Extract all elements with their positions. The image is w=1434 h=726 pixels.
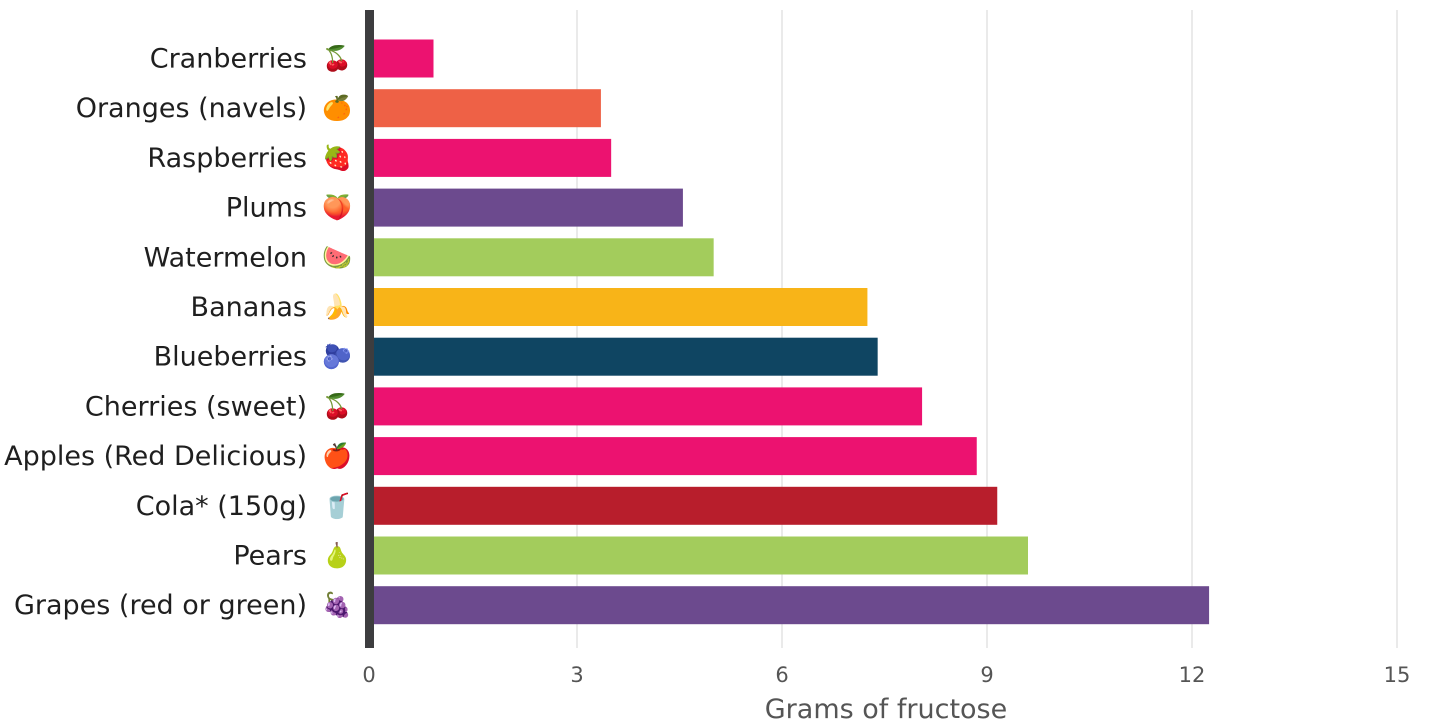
category-icons: 🍒 🍊 🍓 🍑 🍉 🍌 🫐 🍒 🍎 🥤 🍐 🍇 — [322, 45, 353, 620]
x-tick-label: 3 — [570, 663, 583, 687]
bar — [372, 238, 714, 277]
category-label: Cola* (150g) — [136, 491, 307, 522]
bar — [372, 288, 868, 326]
soda-can-icon: 🥤 — [322, 492, 352, 520]
banana-icon: 🍌 — [322, 293, 352, 321]
bar — [372, 586, 1210, 625]
x-tick-label: 6 — [775, 663, 788, 687]
category-label: Cranberries — [150, 44, 307, 75]
bars — [372, 39, 1210, 625]
tick-labels: 0 3 6 9 12 15 — [362, 663, 1410, 687]
bar — [372, 337, 878, 376]
category-label: Raspberries — [147, 143, 307, 174]
y-axis-line — [365, 10, 374, 648]
x-tick-label: 9 — [980, 663, 993, 687]
bar — [372, 486, 998, 525]
bar — [372, 188, 683, 227]
raspberry-icon: 🍓 — [322, 144, 352, 172]
category-label: Cherries (sweet) — [85, 391, 307, 422]
category-label: Apples (Red Delicious) — [4, 441, 307, 472]
category-label: Watermelon — [144, 242, 307, 273]
blueberries-icon: 🫐 — [322, 343, 352, 371]
x-tick-label: 12 — [1179, 663, 1206, 687]
bar — [372, 437, 977, 476]
category-label: Pears — [233, 541, 307, 572]
category-label: Plums — [226, 193, 307, 224]
apple-icon: 🍎 — [322, 441, 352, 470]
category-label: Grapes (red or green) — [14, 590, 307, 621]
pear-icon: 🍐 — [322, 542, 352, 570]
x-tick-label: 0 — [362, 663, 375, 687]
watermelon-icon: 🍉 — [322, 243, 352, 271]
grapes-icon: 🍇 — [322, 591, 352, 619]
bar — [372, 387, 923, 426]
category-labels: Cranberries Oranges (navels) Raspberries Pl… — [4, 44, 307, 622]
cranberries-icon: 🍒 — [322, 45, 352, 73]
category-label: Oranges (navels) — [76, 93, 307, 124]
bar — [372, 89, 601, 128]
bar — [372, 536, 1028, 575]
category-label: Bananas — [191, 292, 307, 323]
plum-icon: 🍑 — [322, 194, 352, 222]
orange-icon: 🍊 — [322, 94, 353, 122]
x-axis-title: Grams of fructose — [765, 694, 1007, 725]
x-tick-label: 15 — [1384, 663, 1411, 687]
cherries-icon: 🍒 — [322, 392, 352, 420]
bar — [372, 39, 434, 78]
category-label: Blueberries — [154, 342, 307, 373]
bar — [372, 138, 612, 177]
